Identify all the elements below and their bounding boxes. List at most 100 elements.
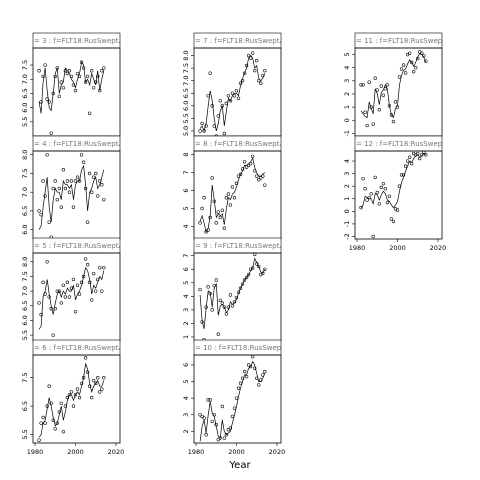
data-point [83, 80, 88, 84]
data-point [405, 159, 410, 163]
data-point [87, 280, 92, 285]
y-tick-label: 5 [182, 206, 190, 210]
fitted-line [38, 61, 105, 114]
data-point [411, 69, 416, 74]
data-point [85, 370, 90, 374]
data-point [71, 205, 76, 209]
data-point [361, 83, 365, 87]
data-point [363, 110, 367, 115]
data-point [57, 186, 61, 191]
data-point [424, 153, 428, 157]
y-tick-label: 5 [182, 281, 190, 285]
data-point [208, 398, 212, 402]
data-point [51, 186, 55, 191]
data-point [240, 79, 245, 83]
data-point [379, 185, 383, 190]
data-point [39, 421, 43, 425]
data-point [65, 179, 70, 183]
data-point [206, 94, 210, 98]
data-point [83, 257, 88, 261]
data-point [422, 150, 426, 154]
data-point [83, 356, 88, 360]
data-point [226, 192, 231, 196]
data-point [77, 395, 82, 400]
data-point [242, 278, 247, 282]
data-point [222, 436, 227, 440]
data-point [45, 260, 49, 264]
data-point [214, 221, 218, 225]
data-point [399, 173, 404, 177]
data-point [43, 292, 47, 296]
data-point [198, 221, 202, 225]
data-point [206, 285, 210, 289]
data-point [226, 94, 231, 98]
data-point [59, 401, 64, 405]
data-point [263, 267, 267, 271]
data-point [253, 169, 257, 173]
panel-strip-label: = 5 : f=FLT18:RusSweptA [34, 242, 123, 250]
data-point [255, 58, 259, 63]
data-point [365, 198, 369, 202]
data-point [418, 156, 422, 161]
data-point [230, 91, 235, 95]
data-point [206, 228, 210, 232]
data-point [47, 220, 51, 224]
data-point [55, 421, 59, 425]
data-point [253, 252, 257, 257]
data-point [257, 264, 261, 269]
data-point [359, 83, 363, 87]
data-point [401, 63, 406, 67]
y-tick-label: 6.0 [21, 224, 29, 234]
data-point [238, 381, 243, 385]
data-point [365, 123, 369, 128]
data-point [77, 292, 82, 296]
data-point [250, 51, 255, 55]
panel-frame [32, 354, 121, 444]
data-point [236, 96, 241, 100]
data-point [73, 393, 78, 397]
panel-frame [193, 150, 282, 240]
data-point [424, 59, 428, 63]
y-tick-label: 0 [343, 209, 351, 213]
data-point [242, 160, 247, 164]
data-point [202, 129, 206, 133]
x-tick-label: 2000 [228, 448, 245, 456]
data-point [234, 181, 239, 186]
data-point [389, 217, 394, 221]
data-point [65, 395, 70, 400]
data-point [236, 290, 241, 294]
data-point [385, 83, 390, 87]
data-point [255, 376, 259, 380]
data-point [81, 376, 86, 380]
data-point [41, 280, 45, 285]
y-tick-label: 6 [182, 363, 190, 367]
data-point [216, 332, 220, 336]
data-point [244, 63, 249, 68]
data-point [37, 69, 41, 73]
y-tick-label: 3 [182, 308, 190, 312]
y-tick-label: 4 [182, 396, 190, 400]
data-point [67, 69, 72, 73]
data-point [240, 282, 245, 286]
y-tick-label: 8.0 [182, 50, 190, 60]
data-point [216, 114, 220, 118]
fitted-line [360, 153, 426, 209]
y-tick-label: -1 [343, 221, 351, 227]
y-tick-label: 7 [182, 170, 190, 174]
data-point [55, 198, 59, 202]
data-point [422, 54, 426, 58]
y-tick-label: 5.5 [21, 117, 29, 127]
data-point [51, 91, 55, 96]
data-point [373, 76, 377, 80]
data-point [89, 298, 94, 302]
data-point [397, 184, 402, 188]
data-point [222, 305, 227, 309]
y-tick-label: 7.5 [21, 168, 29, 178]
data-point [232, 94, 237, 98]
y-tick-label: 2 [343, 92, 351, 96]
y-tick-label: 7.5 [21, 271, 29, 281]
data-point [363, 187, 367, 191]
data-point [218, 298, 222, 303]
data-point [420, 153, 424, 157]
panel-2: = 7 : f=FLT18:RusSweptA 5.0 5.5 6.0 6.5 7.0 7.… [182, 32, 282, 139]
